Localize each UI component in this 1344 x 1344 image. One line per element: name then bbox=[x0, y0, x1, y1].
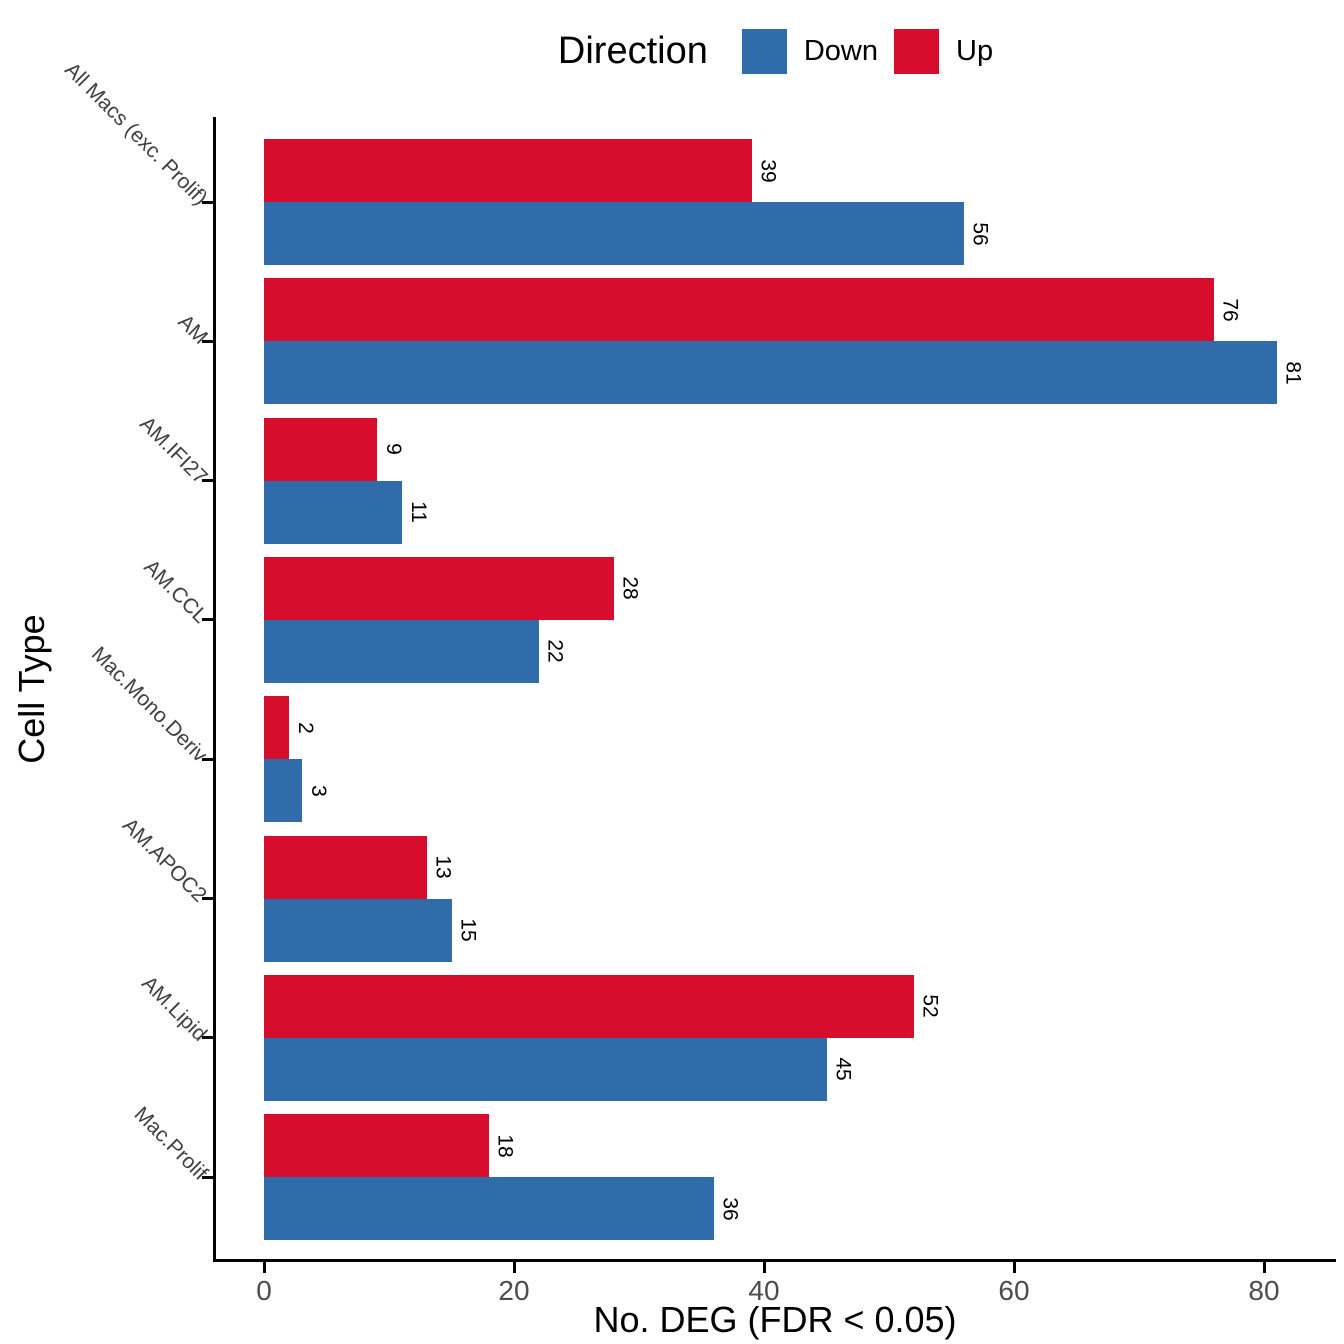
bar-value-text: 28 bbox=[618, 576, 642, 601]
bar-value-text: 39 bbox=[756, 158, 780, 183]
bar-value-label-down-3: 11 bbox=[406, 481, 430, 544]
legend-label-up: Up bbox=[956, 34, 994, 67]
bar-down-5 bbox=[264, 759, 302, 823]
bar-value-label-down-5: 3 bbox=[306, 759, 330, 822]
x-axis-line bbox=[213, 1259, 1336, 1262]
bar-value-label-up-6: 13 bbox=[431, 836, 455, 899]
bar-value-text: 13 bbox=[431, 855, 455, 879]
y-tick-5 bbox=[202, 757, 213, 761]
bar-down-8 bbox=[264, 1177, 714, 1241]
bar-value-label-up-7: 52 bbox=[918, 975, 942, 1038]
y-tick-3 bbox=[202, 479, 213, 483]
x-tick-20 bbox=[512, 1262, 516, 1273]
category-label-4: AM.CCL bbox=[139, 555, 212, 628]
bar-up-8 bbox=[264, 1114, 489, 1178]
bar-down-3 bbox=[264, 480, 402, 544]
x-tick-label-20: 20 bbox=[498, 1275, 530, 1306]
bar-value-text: 45 bbox=[831, 1057, 855, 1081]
bar-up-6 bbox=[264, 835, 427, 899]
bar-up-4 bbox=[264, 556, 614, 620]
x-tick-40 bbox=[762, 1262, 766, 1273]
category-label-2: AM bbox=[172, 310, 212, 350]
bar-value-text: 22 bbox=[543, 639, 567, 664]
x-tick-60 bbox=[1012, 1262, 1016, 1273]
y-tick-4 bbox=[202, 618, 213, 622]
x-tick-0 bbox=[262, 1262, 266, 1273]
bar-value-label-down-8: 36 bbox=[718, 1177, 742, 1240]
y-tick-8 bbox=[202, 1175, 213, 1179]
bar-value-text: 2 bbox=[294, 721, 317, 734]
bar-down-2 bbox=[264, 341, 1277, 405]
bar-down-6 bbox=[264, 898, 452, 962]
legend-key-up bbox=[894, 28, 940, 74]
y-tick-1 bbox=[202, 200, 213, 204]
bar-up-3 bbox=[264, 417, 377, 481]
x-tick-label-40: 40 bbox=[748, 1275, 780, 1306]
legend-item-up: Up bbox=[894, 28, 994, 74]
legend-key-down bbox=[741, 28, 787, 74]
bar-value-label-down-1: 56 bbox=[968, 202, 992, 265]
category-label-6: AM.APOC2 bbox=[118, 813, 212, 907]
legend: Direction Down Up bbox=[215, 26, 1336, 76]
bar-value-text: 18 bbox=[493, 1133, 517, 1158]
y-axis-title: Cell Type bbox=[11, 614, 52, 764]
x-tick-label-80: 80 bbox=[1248, 1275, 1280, 1306]
y-tick-7 bbox=[202, 1036, 213, 1040]
bar-down-1 bbox=[264, 202, 964, 265]
x-tick-label-60: 60 bbox=[998, 1275, 1030, 1306]
bar-up-7 bbox=[264, 974, 914, 1038]
bar-value-label-down-4: 22 bbox=[543, 620, 567, 683]
bar-up-2 bbox=[264, 278, 1214, 342]
bar-value-label-up-5: 2 bbox=[293, 696, 317, 759]
bar-value-text: 9 bbox=[381, 443, 405, 455]
bar-value-label-down-2: 81 bbox=[1281, 341, 1305, 404]
x-tick-80 bbox=[1262, 1262, 1266, 1273]
bar-value-label-up-4: 28 bbox=[618, 557, 642, 620]
bar-value-label-up-8: 18 bbox=[493, 1114, 517, 1177]
legend-item-down: Down bbox=[741, 28, 879, 74]
bar-value-text: 3 bbox=[306, 784, 330, 797]
bar-value-text: 81 bbox=[1281, 361, 1305, 385]
y-axis-line bbox=[213, 117, 216, 1262]
bar-value-text: 56 bbox=[968, 221, 992, 246]
category-label-1: All Macs (exc. Prolif) bbox=[59, 58, 212, 210]
legend-label-down: Down bbox=[803, 34, 879, 67]
bar-up-5 bbox=[264, 696, 289, 760]
category-label-3: AM.IFI27 bbox=[134, 411, 212, 489]
category-label-7: AM.Lipid bbox=[137, 971, 212, 1046]
bar-value-label-up-1: 39 bbox=[756, 139, 780, 202]
bar-value-text: 15 bbox=[456, 918, 480, 942]
y-tick-6 bbox=[202, 897, 213, 900]
x-tick-label-0: 0 bbox=[256, 1275, 272, 1306]
bar-value-text: 36 bbox=[718, 1196, 742, 1221]
bar-down-4 bbox=[264, 619, 539, 683]
bar-value-text: 11 bbox=[406, 501, 430, 523]
y-tick-2 bbox=[202, 339, 213, 343]
bar-value-label-down-7: 45 bbox=[831, 1038, 855, 1101]
bar-value-text: 52 bbox=[918, 994, 942, 1018]
legend-title: Direction bbox=[557, 29, 708, 72]
bar-value-text: 76 bbox=[1218, 298, 1242, 322]
bar-value-label-down-6: 15 bbox=[456, 899, 480, 962]
bar-value-label-up-2: 76 bbox=[1218, 278, 1242, 341]
bar-value-label-up-3: 9 bbox=[381, 418, 405, 481]
category-label-5: Mac.Mono.Deriv bbox=[87, 642, 212, 767]
bar-up-1 bbox=[264, 139, 752, 202]
category-label-8: Mac.Prolif bbox=[129, 1102, 212, 1185]
x-axis-title: No. DEG (FDR < 0.05) bbox=[593, 1299, 957, 1340]
bar-down-7 bbox=[264, 1037, 827, 1101]
